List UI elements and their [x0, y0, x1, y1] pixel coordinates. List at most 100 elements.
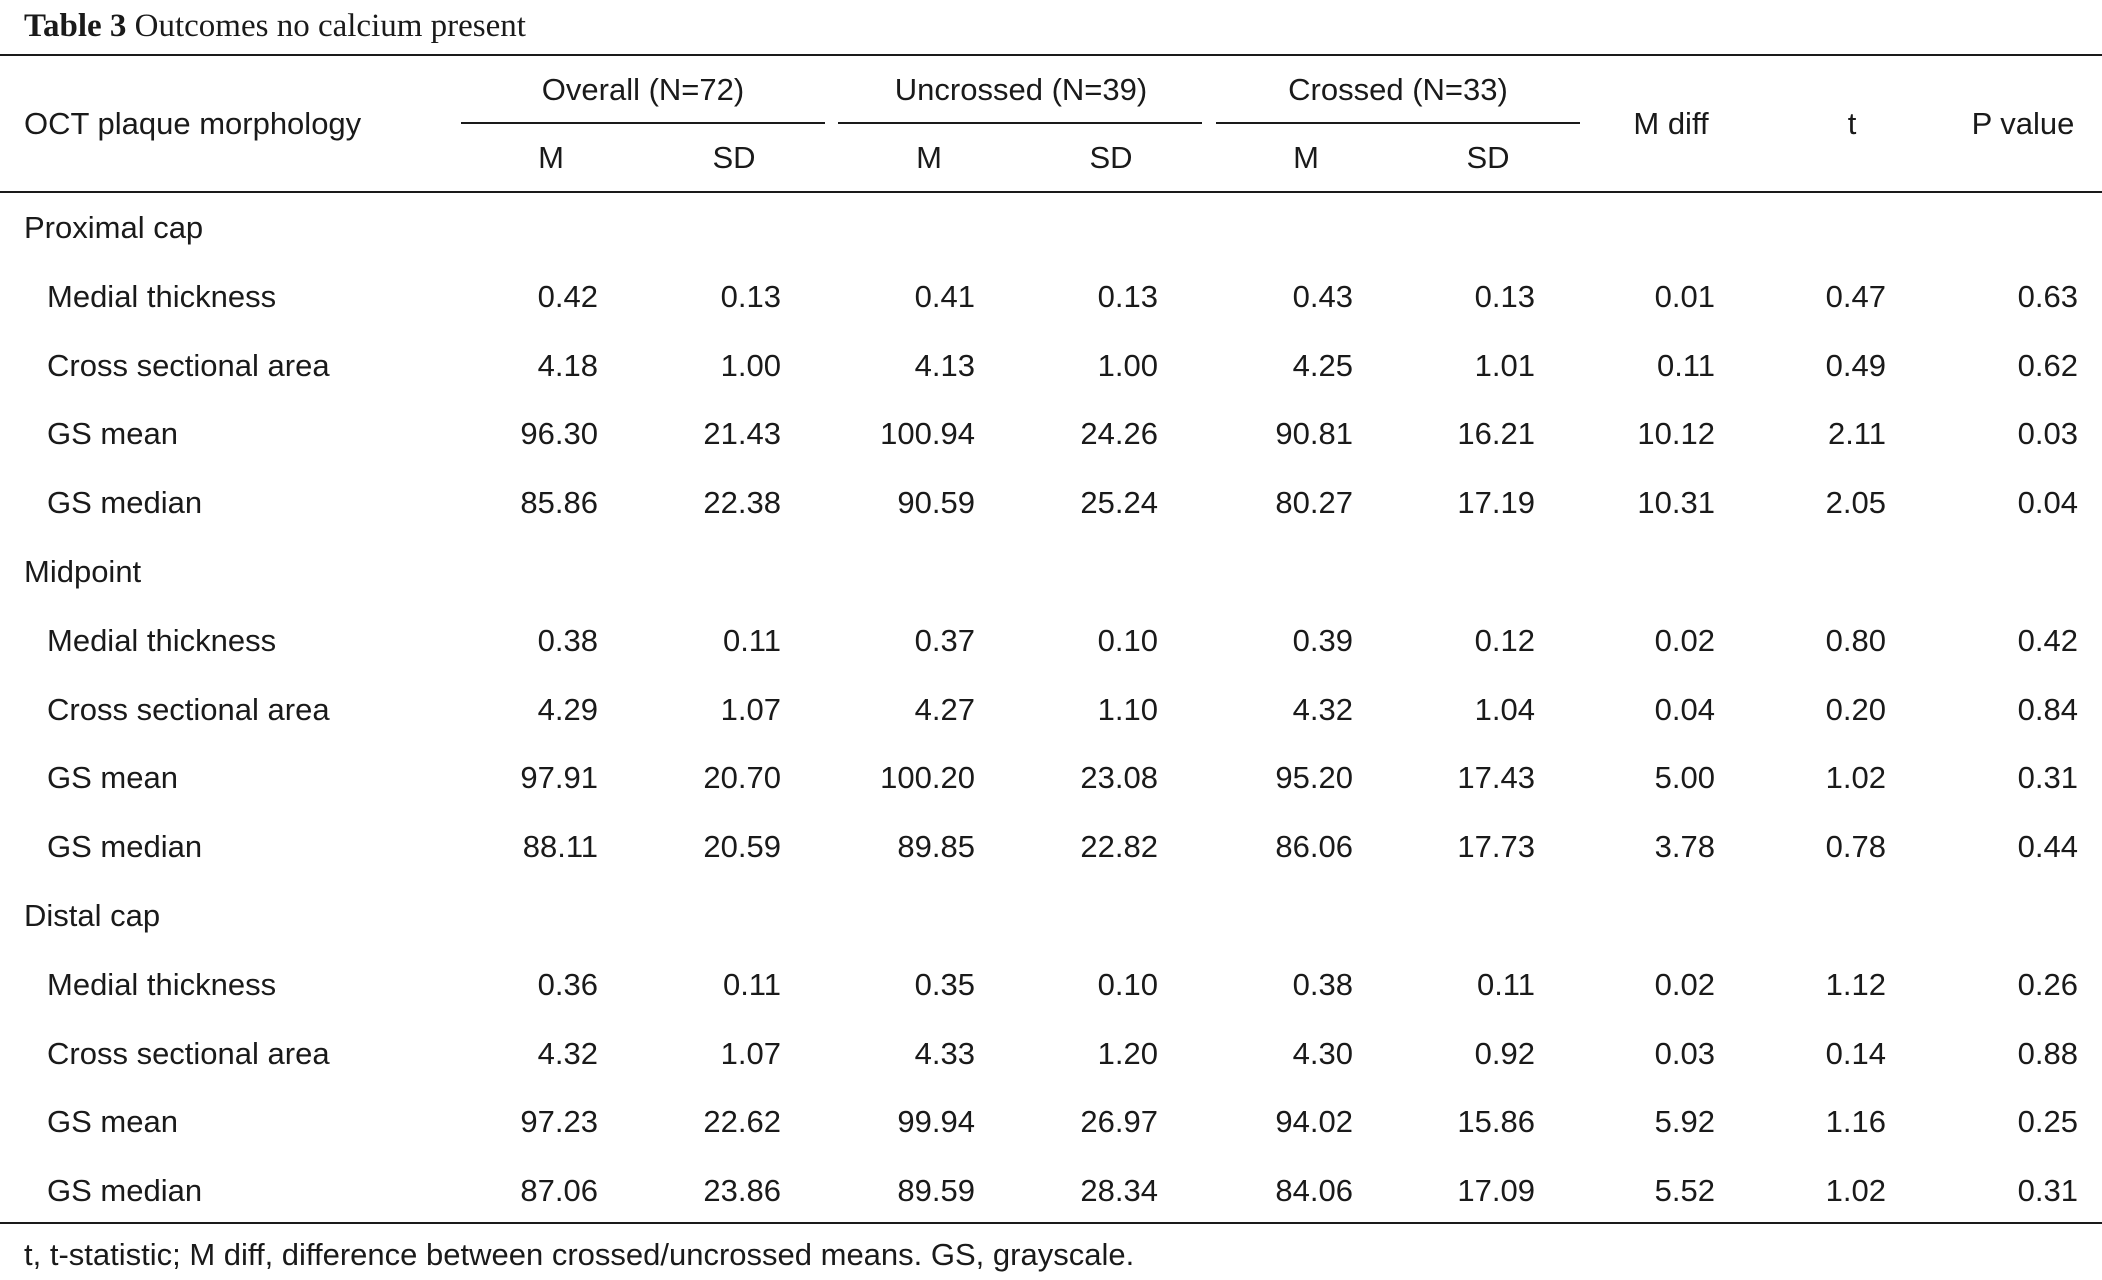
cell-crossed-sd: 17.09 — [1457, 1173, 1535, 1209]
cell-uncrossed-m: 100.94 — [880, 416, 975, 452]
cell-overall-m: 96.30 — [520, 416, 598, 452]
row-label: Cross sectional area — [47, 691, 330, 727]
table-caption: Table 3 Outcomes no calcium present — [24, 6, 526, 46]
cell-uncrossed-m: 0.35 — [914, 966, 975, 1002]
cell-overall-m: 97.91 — [520, 760, 598, 796]
cell-p-value: 0.04 — [2017, 485, 2078, 521]
cell-uncrossed-m: 4.13 — [914, 347, 975, 383]
cell-t: 0.20 — [1825, 691, 1886, 727]
cell-uncrossed-m: 89.59 — [897, 1173, 975, 1209]
cell-overall-sd: 0.13 — [720, 278, 781, 314]
cell-t: 0.49 — [1825, 347, 1886, 383]
section-title: Proximal cap — [24, 210, 204, 245]
cell-crossed-m: 84.06 — [1275, 1173, 1353, 1209]
cell-overall-m: 4.32 — [537, 1035, 598, 1071]
cell-overall-sd: 0.11 — [722, 622, 781, 658]
header-bottom-rule — [0, 191, 2102, 193]
cell-uncrossed-sd: 26.97 — [1080, 1104, 1158, 1140]
header-group-overall: Overall (N=72) — [541, 72, 745, 107]
cell-mdiff: 5.00 — [1654, 760, 1715, 796]
header-sub-overall-m: M — [538, 140, 564, 175]
cell-crossed-sd: 0.12 — [1474, 622, 1535, 658]
cell-p-value: 0.44 — [2017, 829, 2078, 865]
header-group-rule-uncrossed — [838, 122, 1202, 124]
cell-overall-sd: 22.38 — [703, 485, 781, 521]
header-group-rule-overall — [461, 122, 825, 124]
cell-overall-m: 88.11 — [522, 829, 598, 865]
cell-p-value: 0.63 — [2017, 278, 2078, 314]
cell-uncrossed-sd: 0.13 — [1097, 278, 1158, 314]
cell-p-value: 0.88 — [2017, 1035, 2078, 1071]
row-label: Medial thickness — [47, 278, 277, 314]
cell-overall-m: 87.06 — [520, 1173, 598, 1209]
cell-overall-sd: 1.07 — [720, 1035, 781, 1071]
row-label: GS mean — [47, 1104, 178, 1140]
table-caption-title: Outcomes no calcium present — [134, 8, 526, 44]
cell-t: 1.16 — [1825, 1104, 1886, 1140]
table-footnote: t, t-statistic; M diff, difference betwe… — [24, 1237, 1135, 1272]
cell-uncrossed-sd: 0.10 — [1097, 966, 1158, 1002]
cell-t: 2.05 — [1825, 485, 1886, 521]
cell-p-value: 0.26 — [2017, 966, 2078, 1002]
row-label: Medial thickness — [47, 622, 277, 658]
cell-p-value: 0.25 — [2017, 1104, 2078, 1140]
section-title: Distal cap — [24, 898, 161, 933]
cell-p-value: 0.31 — [2017, 1173, 2078, 1209]
cell-overall-m: 0.38 — [537, 622, 598, 658]
header-sub-uncrossed-sd: SD — [1089, 140, 1133, 175]
cell-uncrossed-m: 99.94 — [897, 1104, 975, 1140]
cell-mdiff: 10.12 — [1637, 416, 1715, 452]
cell-crossed-sd: 1.01 — [1474, 347, 1535, 383]
header-group-uncrossed: Uncrossed (N=39) — [894, 72, 1148, 107]
row-label: GS mean — [47, 760, 178, 796]
cell-crossed-m: 86.06 — [1275, 829, 1353, 865]
cell-uncrossed-sd: 28.34 — [1080, 1173, 1158, 1209]
cell-uncrossed-sd: 24.26 — [1080, 416, 1158, 452]
cell-mdiff: 5.92 — [1654, 1104, 1715, 1140]
header-group-rule-crossed — [1216, 122, 1580, 124]
cell-crossed-sd: 16.21 — [1457, 416, 1535, 452]
cell-overall-sd: 21.43 — [703, 416, 781, 452]
cell-mdiff: 3.78 — [1654, 829, 1715, 865]
row-label: GS median — [47, 1173, 203, 1209]
cell-uncrossed-sd: 22.82 — [1080, 829, 1158, 865]
header-sub-uncrossed-m: M — [916, 140, 942, 175]
cell-p-value: 0.84 — [2017, 691, 2078, 727]
cell-crossed-m: 80.27 — [1275, 485, 1353, 521]
cell-crossed-sd: 17.73 — [1457, 829, 1535, 865]
cell-crossed-sd: 0.11 — [1476, 966, 1535, 1002]
row-label: GS mean — [47, 416, 178, 452]
cell-overall-sd: 1.00 — [720, 347, 781, 383]
cell-uncrossed-m: 4.27 — [914, 691, 975, 727]
header-group-crossed: Crossed (N=33) — [1288, 72, 1508, 107]
cell-overall-sd: 1.07 — [720, 691, 781, 727]
row-label: GS median — [47, 485, 203, 521]
cell-overall-sd: 22.62 — [703, 1104, 781, 1140]
cell-mdiff: 0.11 — [1656, 347, 1715, 383]
cell-crossed-sd: 0.92 — [1474, 1035, 1535, 1071]
cell-t: 0.80 — [1825, 622, 1886, 658]
cell-uncrossed-m: 0.41 — [914, 278, 975, 314]
cell-uncrossed-m: 90.59 — [897, 485, 975, 521]
cell-overall-sd: 20.59 — [703, 829, 781, 865]
cell-p-value: 0.42 — [2017, 622, 2078, 658]
cell-uncrossed-m: 100.20 — [880, 760, 975, 796]
cell-t: 1.12 — [1825, 966, 1886, 1002]
header-sub-crossed-sd: SD — [1466, 140, 1510, 175]
cell-crossed-m: 4.32 — [1292, 691, 1353, 727]
cell-t: 1.02 — [1825, 1173, 1886, 1209]
cell-overall-m: 85.86 — [520, 485, 598, 521]
cell-crossed-m: 0.38 — [1292, 966, 1353, 1002]
table-caption-label: Table 3 — [24, 8, 127, 44]
cell-crossed-m: 0.43 — [1292, 278, 1353, 314]
header-t: t — [1847, 106, 1857, 141]
cell-overall-sd: 23.86 — [703, 1173, 781, 1209]
header-sub-crossed-m: M — [1293, 140, 1319, 175]
row-label: Medial thickness — [47, 966, 277, 1002]
cell-overall-m: 4.29 — [537, 691, 598, 727]
cell-uncrossed-m: 4.33 — [914, 1035, 975, 1071]
header-mdiff: M diff — [1633, 106, 1709, 141]
cell-crossed-m: 0.39 — [1292, 622, 1353, 658]
cell-overall-sd: 20.70 — [703, 760, 781, 796]
cell-p-value: 0.31 — [2017, 760, 2078, 796]
